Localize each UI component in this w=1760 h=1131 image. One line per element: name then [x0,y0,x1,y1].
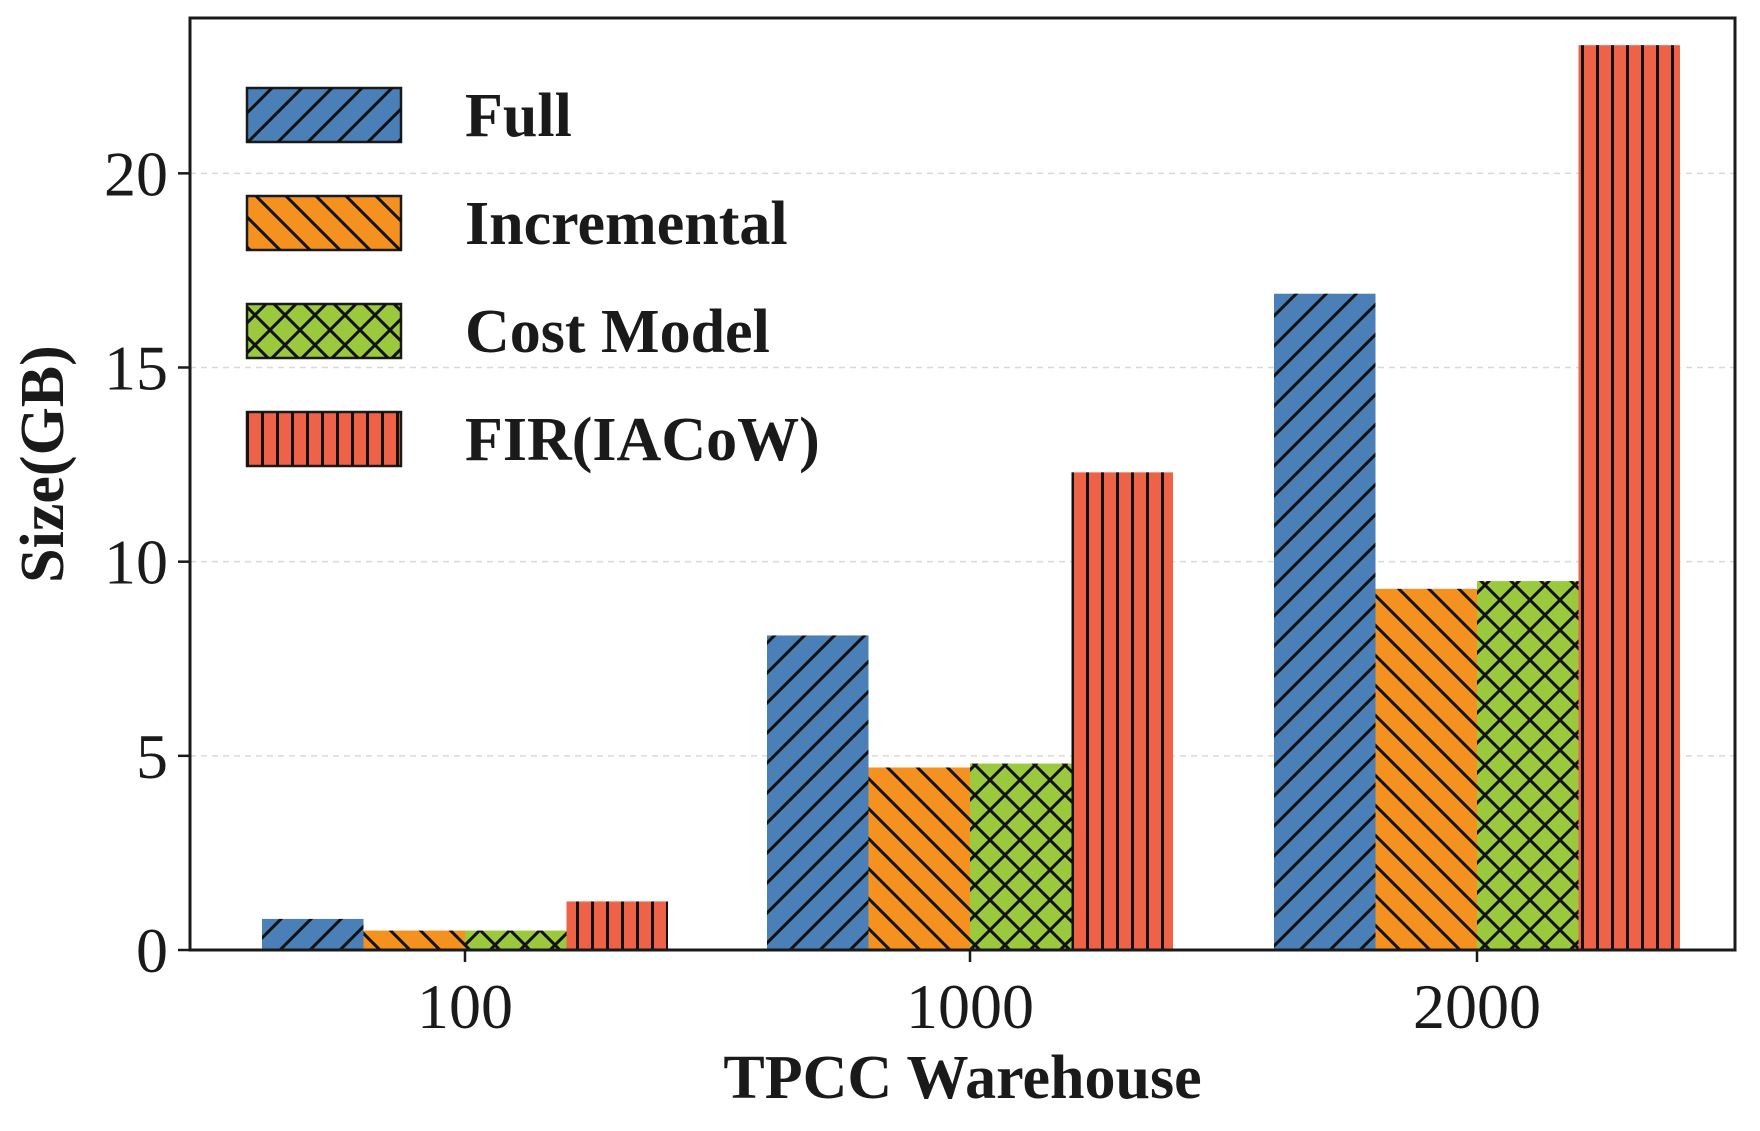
bar-incremental-100 [363,930,465,950]
bar-full-100 [262,918,364,950]
y-tick-label: 15 [104,333,168,404]
bar-full-1000 [767,635,869,950]
y-tick-label: 20 [104,138,168,209]
y-axis-ticks: 0 5 10 15 20 [104,138,190,986]
bar-fir-iacow--2000 [1578,45,1680,950]
bar-fir-iacow--1000 [1071,472,1173,950]
x-tick-label: 100 [417,971,513,1042]
bars [262,45,1680,950]
bar-cost-model-1000 [970,763,1072,950]
x-tick-label: 1000 [906,971,1034,1042]
y-axis-title: Size(GB) [9,345,77,583]
plot-frame [188,16,1737,952]
x-tick-label: 2000 [1413,971,1541,1042]
legend-label: FIR(IACoW) [465,406,820,474]
bar-incremental-1000 [868,767,970,950]
y-tick-label: 5 [136,721,168,792]
x-axis-title: TPCC Warehouse [723,1044,1201,1112]
legend-label: Full [465,82,572,150]
y-tick-label: 0 [136,915,168,986]
legend-label: Incremental [465,190,788,258]
y-tick-label: 10 [104,527,168,598]
bar-fir-iacow--100 [566,901,668,950]
legend-item: Full [245,82,572,150]
legend: Full Incremental Cost Model FIR(IACoW) [245,82,820,474]
x-axis-ticks: 100 1000 2000 [417,950,1541,1042]
bar-full-2000 [1274,293,1376,950]
legend-label: Cost Model [465,298,770,366]
legend-item: Cost Model [245,298,770,366]
legend-item: FIR(IACoW) [245,406,820,474]
bar-cost-model-100 [465,930,567,950]
bar-incremental-2000 [1375,588,1477,950]
bar-cost-model-2000 [1477,581,1579,950]
legend-item: Incremental [245,190,788,258]
